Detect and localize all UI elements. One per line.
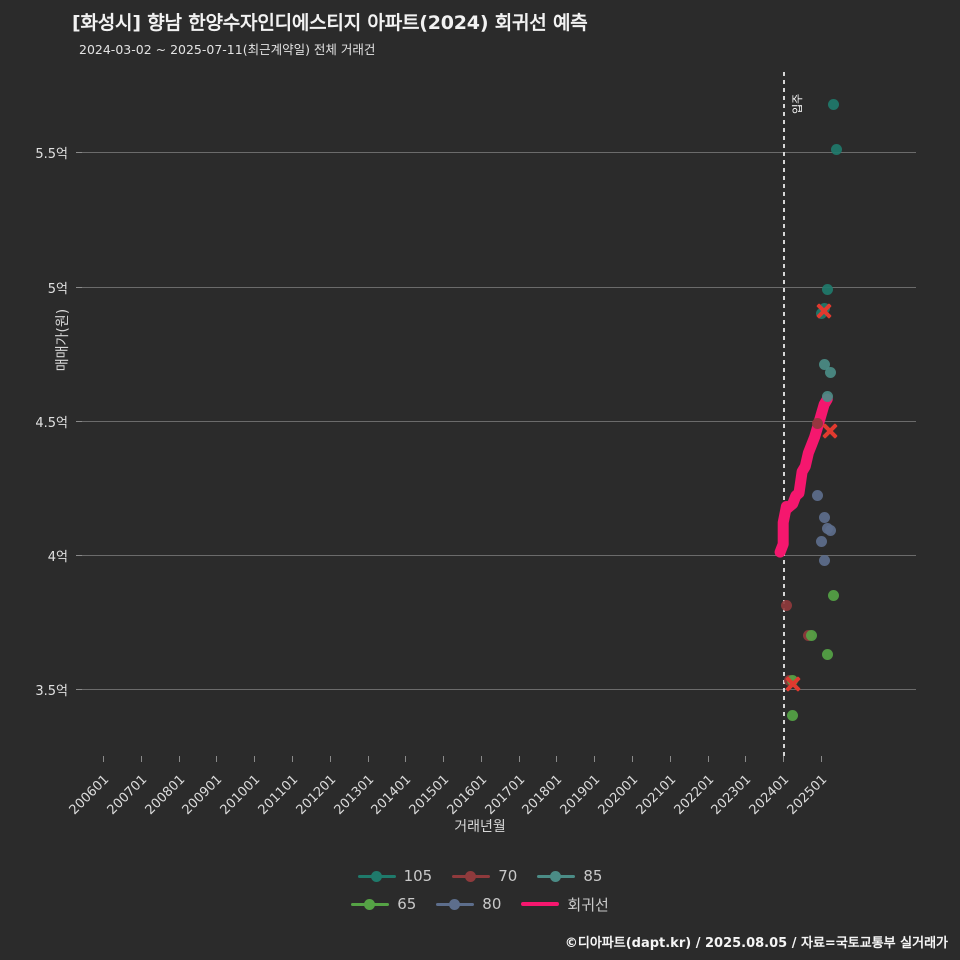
data-point-80 <box>812 490 824 502</box>
legend-item-65[interactable]: 65 <box>351 895 416 913</box>
x-tick-mark <box>405 756 407 762</box>
data-point-85 <box>824 366 836 378</box>
x-tick-mark <box>367 756 369 762</box>
y-tick-label: 5억 <box>47 281 68 297</box>
data-point-105 <box>828 98 840 110</box>
gridline <box>82 420 916 422</box>
x-tick-mark <box>480 756 482 762</box>
x-tick-mark <box>707 756 709 762</box>
x-tick-mark <box>669 756 671 762</box>
footer-credit: ©디아파트(dapt.kr) / 2025.08.05 / 자료=국토교통부 실… <box>564 936 948 951</box>
x-tick-mark <box>178 756 180 762</box>
x-tick-mark <box>821 756 822 762</box>
legend-label: 65 <box>397 895 417 913</box>
legend-swatch-icon <box>521 897 560 911</box>
x-tick-mark <box>594 756 596 762</box>
x-tick-mark <box>745 756 747 762</box>
x-tick-mark <box>443 756 445 762</box>
gridline <box>82 286 916 288</box>
legend-swatch-icon <box>351 897 390 911</box>
x-tick-mark <box>103 756 104 762</box>
page-title: [화성시] 향남 한양수자인디에스티지 아파트(2024) 회귀선 예측 <box>72 12 588 34</box>
x-tick-mark <box>291 756 293 762</box>
y-tick-mark <box>76 554 82 556</box>
x-tick-mark <box>556 756 558 762</box>
x-tick-mark <box>783 756 785 762</box>
y-tick-label: 4.5억 <box>35 415 68 431</box>
plot-area: 3.5억 4억 4.5억 5억 5.5억 200601 200701 200801 20090… <box>35 72 916 818</box>
legend-label: 85 <box>583 867 603 885</box>
legend-item-70[interactable]: 70 <box>452 867 517 885</box>
legend-label: 105 <box>403 867 433 885</box>
legend-item-80[interactable]: 80 <box>436 895 501 913</box>
x-tick-mark <box>254 756 256 762</box>
y-tick-mark <box>76 286 82 288</box>
y-tick-label: 4억 <box>47 549 68 565</box>
data-point-65 <box>821 648 833 660</box>
data-point-65 <box>787 710 799 722</box>
gridline <box>82 554 916 556</box>
predicted-marker <box>784 675 802 693</box>
legend-label: 회귀선 <box>567 895 609 914</box>
move-in-vertical-line <box>783 72 786 756</box>
y-tick-mark <box>76 152 82 154</box>
legend-row: 65 80 회귀선 <box>0 890 960 918</box>
x-tick-mark <box>216 756 218 762</box>
x-tick-mark <box>329 756 331 762</box>
data-point-85 <box>821 391 833 403</box>
data-point-85 <box>818 358 830 370</box>
legend-swatch-icon <box>537 869 576 883</box>
data-point-70 <box>780 600 792 612</box>
x-tick-mark <box>632 756 634 762</box>
data-point-80 <box>818 554 830 566</box>
legend-swatch-icon <box>452 869 491 883</box>
gridline <box>82 152 916 154</box>
gridline <box>82 688 916 690</box>
legend-item-105[interactable]: 105 <box>357 867 433 885</box>
legend-swatch-icon <box>436 897 475 911</box>
data-point-70 <box>812 417 824 429</box>
regression-line <box>774 393 833 558</box>
data-point-65 <box>828 589 840 601</box>
y-tick-label: 3.5억 <box>35 683 68 699</box>
predicted-marker <box>815 302 833 320</box>
data-point-105 <box>831 144 843 156</box>
chart-subtitle: 2024-03-02 ~ 2025-07-11(최근계약일) 전체 거래건 <box>79 42 376 57</box>
x-axis-label: 거래년월 <box>454 819 506 835</box>
legend-label: 70 <box>498 867 518 885</box>
legend-label: 80 <box>482 895 502 913</box>
legend-row: 105 70 85 <box>0 862 960 890</box>
chart-legend: 105 70 85 65 80 회귀선 <box>0 862 960 918</box>
data-point-80 <box>824 525 836 537</box>
data-point-80 <box>818 511 830 523</box>
x-tick-mark <box>518 756 520 762</box>
y-tick-mark <box>76 420 82 422</box>
legend-swatch-icon <box>357 869 396 883</box>
legend-item-회귀선[interactable]: 회귀선 <box>521 894 609 915</box>
x-tick-mark <box>140 756 142 762</box>
data-point-105 <box>821 283 833 295</box>
data-point-80 <box>815 535 827 547</box>
data-point-65 <box>806 629 818 641</box>
y-tick-label: 5.5억 <box>35 147 68 163</box>
legend-item-85[interactable]: 85 <box>537 867 602 885</box>
y-tick-mark <box>76 688 82 690</box>
predicted-marker <box>821 422 839 440</box>
